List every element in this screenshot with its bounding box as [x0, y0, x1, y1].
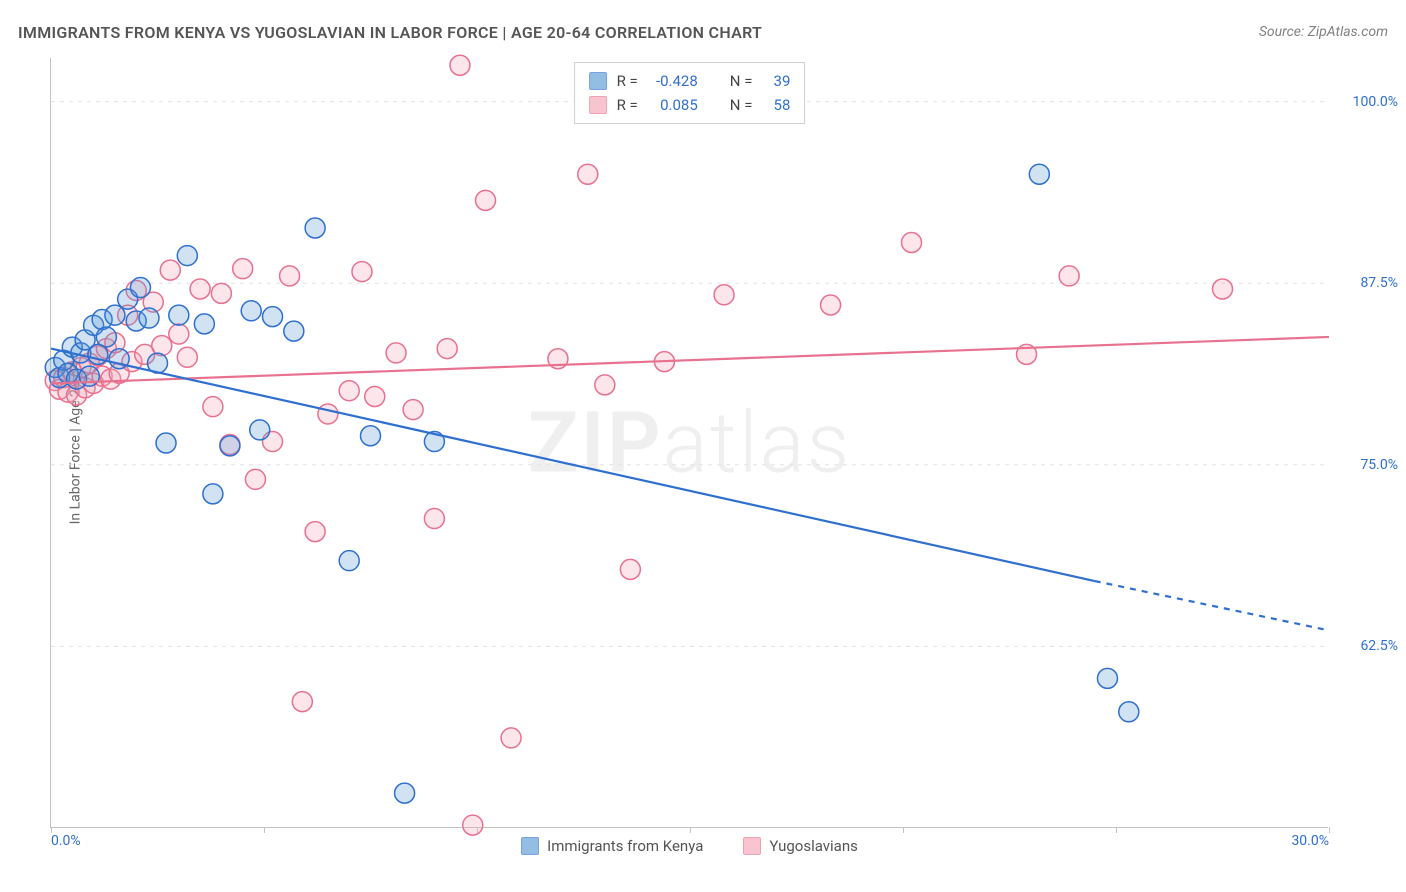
- data-point: [203, 484, 223, 504]
- series-legend: Immigrants from Kenya Yugoslavians: [51, 837, 1328, 855]
- data-point: [177, 347, 197, 367]
- data-point: [211, 283, 231, 303]
- data-point: [386, 343, 406, 363]
- data-point: [177, 246, 197, 266]
- scatter-svg: [51, 58, 1329, 828]
- legend-label: Immigrants from Kenya: [547, 837, 703, 855]
- title-bar: IMMIGRANTS FROM KENYA VS YUGOSLAVIAN IN …: [18, 18, 1388, 46]
- data-point: [1097, 668, 1117, 688]
- chart-title: IMMIGRANTS FROM KENYA VS YUGOSLAVIAN IN …: [18, 23, 762, 42]
- data-point: [463, 815, 483, 835]
- data-point: [339, 551, 359, 571]
- swatch-yugo-icon: [589, 96, 607, 114]
- data-point: [437, 339, 457, 359]
- data-point: [595, 375, 615, 395]
- data-point: [450, 55, 470, 75]
- data-point: [152, 336, 172, 356]
- data-point: [361, 426, 381, 446]
- plot-area: In Labor Force | Age 20-64 ZIPatlas 62.5…: [50, 58, 1328, 828]
- data-point: [130, 278, 150, 298]
- data-point: [1213, 279, 1233, 299]
- data-point: [821, 295, 841, 315]
- data-point: [403, 400, 423, 420]
- legend-item-yugo: Yugoslavians: [743, 837, 858, 855]
- legend-row-yugo: R = 0.085 N = 58: [589, 93, 791, 117]
- data-point: [578, 164, 598, 184]
- y-tick-label: 75.0%: [1338, 457, 1398, 473]
- data-point: [160, 260, 180, 280]
- data-point: [305, 522, 325, 542]
- data-point: [476, 190, 496, 210]
- data-point: [395, 783, 415, 803]
- data-point: [1119, 702, 1139, 722]
- y-tick-label: 62.5%: [1338, 638, 1398, 654]
- data-point: [245, 469, 265, 489]
- source-label: Source: ZipAtlas.com: [1259, 24, 1388, 40]
- trend-line-extrapolated: [1095, 581, 1329, 630]
- data-point: [424, 509, 444, 529]
- swatch-yugo-icon: [743, 837, 761, 855]
- legend-item-kenya: Immigrants from Kenya: [521, 837, 703, 855]
- data-point: [233, 259, 253, 279]
- data-point: [241, 301, 261, 321]
- data-point: [339, 381, 359, 401]
- data-point: [352, 262, 372, 282]
- data-point: [318, 404, 338, 424]
- data-point: [220, 436, 240, 456]
- y-tick-label: 87.5%: [1338, 275, 1398, 291]
- swatch-kenya-icon: [521, 837, 539, 855]
- data-point: [203, 397, 223, 417]
- data-point: [263, 307, 283, 327]
- data-point: [96, 327, 116, 347]
- data-point: [1059, 266, 1079, 286]
- legend-label: Yugoslavians: [769, 837, 858, 855]
- data-point: [365, 387, 385, 407]
- data-point: [194, 314, 214, 334]
- data-point: [501, 728, 521, 748]
- chart-container: IMMIGRANTS FROM KENYA VS YUGOSLAVIAN IN …: [0, 0, 1406, 892]
- data-point: [156, 433, 176, 453]
- data-point: [1029, 164, 1049, 184]
- y-tick-label: 100.0%: [1338, 94, 1398, 110]
- data-point: [292, 692, 312, 712]
- data-point: [714, 285, 734, 305]
- data-point: [284, 321, 304, 341]
- data-point: [620, 559, 640, 579]
- data-point: [305, 218, 325, 238]
- data-point: [902, 233, 922, 253]
- data-point: [280, 266, 300, 286]
- data-point: [190, 279, 210, 299]
- data-point: [169, 324, 189, 344]
- trend-line: [51, 337, 1329, 383]
- data-point: [169, 305, 189, 325]
- data-point: [139, 308, 159, 328]
- legend-row-kenya: R = -0.428 N = 39: [589, 69, 791, 93]
- data-point: [250, 420, 270, 440]
- swatch-kenya-icon: [589, 72, 607, 90]
- correlation-legend: R = -0.428 N = 39 R = 0.085 N = 58: [574, 62, 806, 124]
